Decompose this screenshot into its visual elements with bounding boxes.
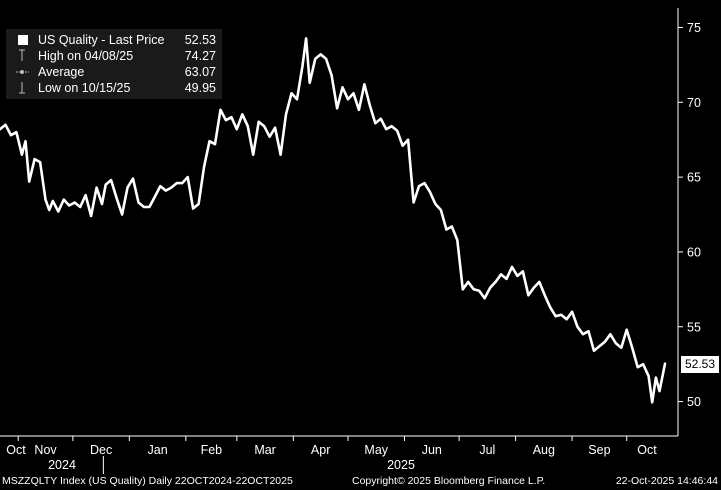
y-tick-label: 70 (687, 96, 701, 110)
y-tick-label: 50 (687, 395, 701, 409)
x-year-label: 2024 (48, 458, 76, 472)
legend-swatch-icon (18, 35, 28, 45)
legend-row-average: Average 63.07 (16, 64, 216, 80)
legend-title: US Quality - Last Price (38, 33, 165, 47)
legend-average-label: Average (38, 65, 85, 79)
x-month-label: Aug (533, 443, 555, 457)
x-month-label: Sep (588, 443, 610, 457)
low-marker-icon (19, 82, 25, 94)
footer-copyright: Copyright© 2025 Bloomberg Finance L.P. (352, 475, 546, 487)
footer-timestamp: 22-Oct-2025 14:46:44 (615, 475, 718, 487)
x-month-label: Mar (254, 443, 276, 457)
last-price-tag: 52.53 (681, 356, 719, 373)
footer-ticker-info: MSZZQLTY Index (US Quality) Daily 22OCT2… (2, 475, 293, 487)
price-line (0, 37, 667, 404)
x-month-label: Feb (201, 443, 223, 457)
legend-box: US Quality - Last Price 52.53 High on 04… (6, 29, 222, 99)
legend-high-value: 74.27 (184, 49, 216, 63)
x-month-label: Jul (479, 443, 495, 457)
x-month-label: Nov (34, 443, 57, 457)
legend-average-value: 63.07 (184, 65, 216, 79)
x-month-label: May (364, 443, 388, 457)
x-month-label: Oct (637, 443, 657, 457)
legend-high-label: High on 04/08/25 (38, 49, 134, 63)
legend-low-label: Low on 10/15/25 (38, 81, 131, 95)
high-marker-icon (19, 49, 25, 61)
x-month-label: Oct (6, 443, 26, 457)
legend-row-low: Low on 10/15/25 49.95 (16, 80, 216, 96)
x-month-label: Jun (422, 443, 442, 457)
average-marker-icon (16, 70, 29, 74)
y-tick-label: 60 (687, 245, 701, 259)
y-tick-label: 75 (687, 21, 701, 35)
x-month-label: Apr (311, 443, 330, 457)
legend-low-value: 49.95 (184, 81, 216, 95)
y-tick-label: 65 (687, 171, 701, 185)
legend-row-last: US Quality - Last Price 52.53 (16, 32, 216, 48)
legend-row-high: High on 04/08/25 74.27 (16, 48, 216, 64)
legend-last-value: 52.53 (184, 33, 216, 47)
x-month-label: Dec (90, 443, 112, 457)
y-tick-label: 55 (687, 320, 701, 334)
x-month-label: Jan (148, 443, 168, 457)
x-year-label: 2025 (387, 458, 415, 472)
